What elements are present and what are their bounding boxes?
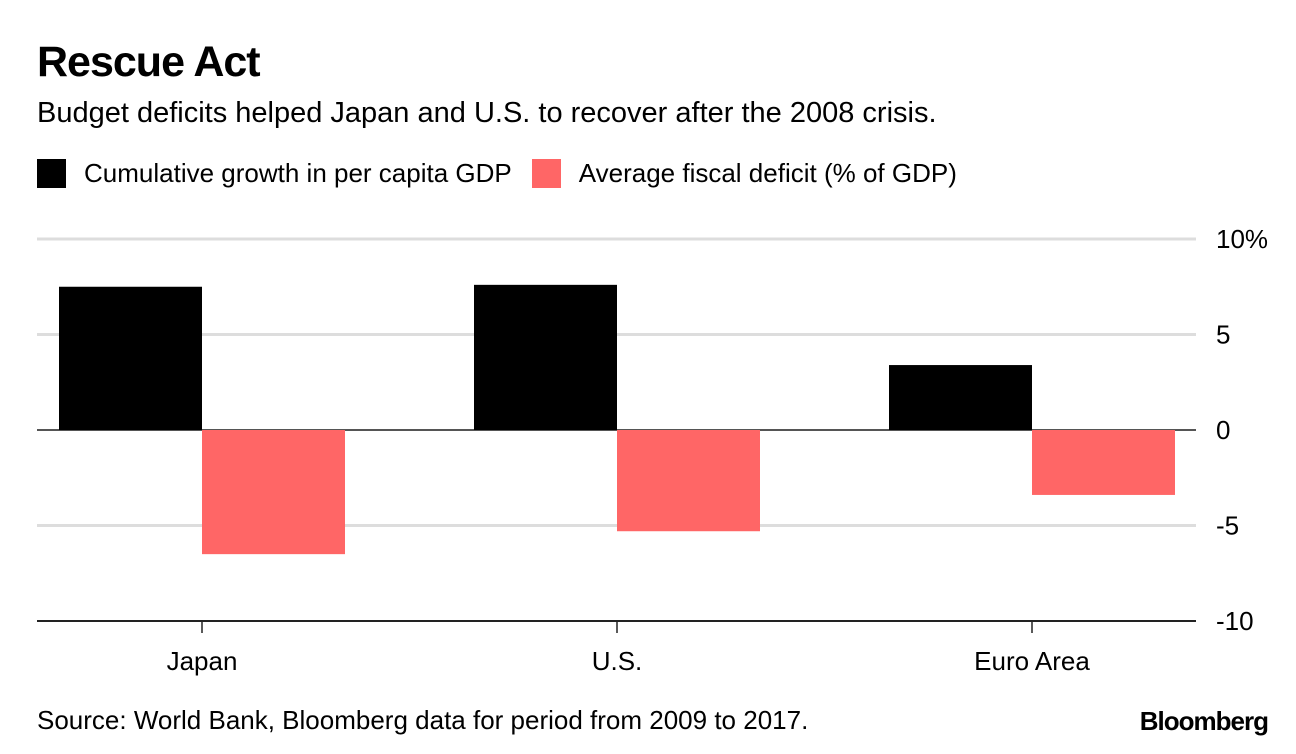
x-tick-label: U.S. [592,646,643,676]
y-tick-label: 0 [1216,415,1230,445]
chart-title: Rescue Act [37,38,261,86]
bar-growth-japan [59,286,202,430]
legend-item-deficit: Average fiscal deficit (% of GDP) [531,158,957,189]
bar-growth-u-s- [474,284,617,430]
bar-deficit-u-s- [617,430,760,532]
legend-swatch-growth [37,159,66,188]
legend: Cumulative growth in per capita GDP Aver… [37,158,977,189]
legend-label-growth: Cumulative growth in per capita GDP [84,158,512,188]
legend-label-deficit: Average fiscal deficit (% of GDP) [578,158,957,188]
source-note: Source: World Bank, Bloomberg data for p… [37,705,809,735]
y-tick-label: -10 [1216,606,1254,636]
x-tick-label: Euro Area [974,646,1090,676]
y-tick-label: 5 [1216,320,1230,350]
y-tick-label: 10% [1216,224,1268,254]
legend-swatch-deficit [531,159,561,188]
bar-growth-euro-area [889,365,1032,430]
x-tick-label: Japan [167,646,238,676]
y-tick-label: -5 [1216,511,1239,541]
bar-deficit-euro-area [1032,430,1175,495]
legend-item-growth: Cumulative growth in per capita GDP [37,158,512,189]
bloomberg-logo: Bloomberg [1139,706,1269,736]
chart-subtitle: Budget deficits helped Japan and U.S. to… [37,97,937,129]
bar-deficit-japan [202,430,345,555]
